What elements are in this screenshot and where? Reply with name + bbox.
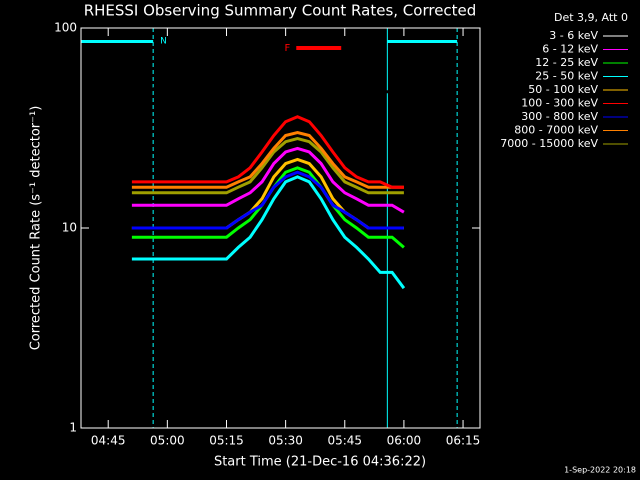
legend-label: 100 - 300 keV bbox=[521, 97, 598, 110]
night-bar bbox=[81, 40, 154, 43]
x-tick-label: 06:15 bbox=[446, 434, 481, 448]
x-tick-label: 05:00 bbox=[150, 434, 185, 448]
y-tick-label: 10 bbox=[62, 221, 77, 235]
x-tick-label: 05:45 bbox=[327, 434, 362, 448]
legend-label: 3 - 6 keV bbox=[549, 29, 598, 42]
legend-label: 800 - 7000 keV bbox=[514, 124, 598, 137]
night-label: N bbox=[160, 37, 167, 47]
series-line bbox=[131, 115, 404, 189]
x-tick-label: 04:45 bbox=[91, 434, 126, 448]
y-axis-label: Corrected Count Rate (s⁻¹ detector⁻¹) bbox=[29, 106, 44, 351]
legend-label: 12 - 25 keV bbox=[535, 56, 598, 69]
y-tick-label: 1 bbox=[69, 421, 77, 435]
series-line bbox=[131, 137, 404, 195]
series-line bbox=[131, 175, 406, 290]
x-tick-label: 05:15 bbox=[209, 434, 244, 448]
x-axis-label: Start Time (21-Dec-16 04:36:22) bbox=[214, 455, 426, 470]
timestamp: 1-Sep-2022 20:18 bbox=[564, 466, 636, 475]
legend-title: Det 3,9, Att 0 bbox=[554, 11, 628, 24]
legend-label: 50 - 100 keV bbox=[528, 83, 598, 96]
y-tick-label: 100 bbox=[54, 21, 77, 35]
night-bar bbox=[387, 40, 458, 43]
chart-title: RHESSI Observing Summary Count Rates, Co… bbox=[84, 2, 477, 20]
x-tick-label: 06:00 bbox=[387, 434, 422, 448]
x-tick-label: 05:30 bbox=[268, 434, 303, 448]
series-line bbox=[130, 63, 405, 94]
legend-label: 7000 - 15000 keV bbox=[500, 137, 598, 150]
legend-label: 25 - 50 keV bbox=[535, 70, 598, 83]
flare-label: F bbox=[285, 43, 291, 54]
series-line bbox=[131, 146, 405, 214]
legend-label: 300 - 800 keV bbox=[521, 110, 598, 123]
flare-bar bbox=[296, 46, 342, 50]
series-line bbox=[131, 131, 404, 189]
legend-label: 6 - 12 keV bbox=[542, 43, 598, 56]
series-line bbox=[131, 170, 404, 230]
